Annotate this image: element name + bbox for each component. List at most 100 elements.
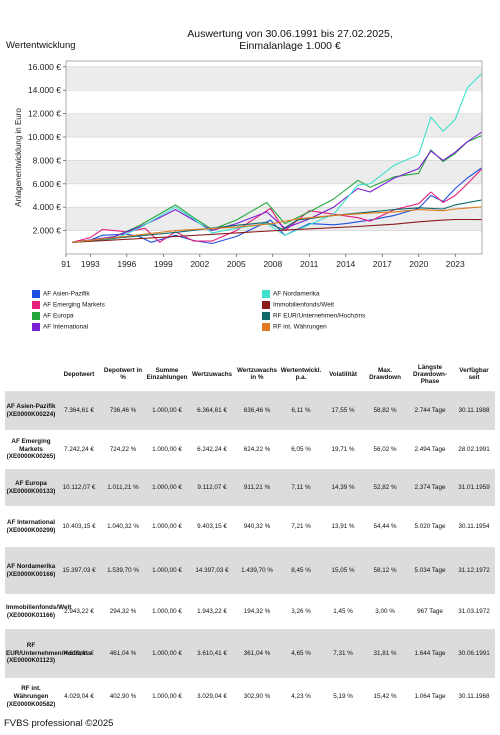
footer-copyright: FVBS professional ©2025 — [4, 718, 114, 729]
value-cell: 1.011,21 % — [101, 469, 145, 506]
value-cell: 1.040,32 % — [101, 505, 145, 548]
value-cell: 2.494 Tage — [407, 429, 453, 470]
value-cell: 5.034 Tage — [407, 547, 453, 594]
column-header: Verfügbar seit — [459, 367, 489, 381]
value-cell: 940,32 % — [235, 505, 279, 548]
value-cell: 31.01.1959 — [453, 469, 495, 506]
value-cell: 2.943,22 € — [57, 593, 101, 630]
value-cell: 1.000,00 € — [145, 391, 189, 430]
series-line-6 — [72, 218, 482, 243]
y-tick-label: 12.000 € — [28, 109, 61, 119]
grid-band — [66, 66, 482, 91]
value-cell: 1.644 Tage — [407, 629, 453, 678]
value-cell: 3.029,04 € — [189, 677, 235, 716]
legend-label: RF int. Währungen — [273, 323, 327, 331]
table-row: AF Emerging Markets (XE0000K00265) 7.242,… — [5, 429, 495, 470]
value-cell: 6,05 % — [279, 429, 323, 470]
legend-label: AF Emerging Markets — [43, 301, 105, 309]
y-axis-label: Anlagenentwicklung in Euro — [14, 108, 23, 207]
column-header: Volatilität — [329, 370, 357, 378]
value-cell: 52,82 % — [363, 469, 407, 506]
title-line-1: Auswertung von 30.06.1991 bis 27.02.2025… — [187, 28, 393, 40]
value-cell: 6.364,61 € — [189, 391, 235, 430]
value-cell: 17,55 % — [323, 391, 363, 430]
fund-name-cell: AF Nordamerika (XE0000K00166) — [5, 547, 57, 594]
table-row: RF EUR/Unternehmen/Hochzins (XE0000K0112… — [5, 629, 495, 678]
legend-label: AF Asien-Pazifik — [43, 290, 90, 298]
value-cell: 9.112,07 € — [189, 469, 235, 506]
value-cell: 361,04 % — [235, 629, 279, 678]
legend-item: AF Emerging Markets — [32, 301, 105, 310]
value-cell: 15.397,03 € — [57, 547, 101, 594]
fund-name-cell: AF International (XE0000K00299) — [5, 505, 57, 548]
value-cell: 7,11 % — [279, 469, 323, 506]
chart-title: Auswertung von 30.06.1991 bis 27.02.2025… — [160, 28, 420, 52]
table-row: AF Asien-Pazifik (XE0000K00224) 7.364,61 … — [5, 391, 495, 430]
column-header: Max. Drawdown — [369, 367, 401, 381]
value-cell: 9.403,15 € — [189, 505, 235, 548]
legend-swatch — [262, 323, 270, 331]
grid-band — [66, 113, 482, 138]
y-tick-label: 4.000 € — [33, 202, 62, 212]
series-line-5 — [72, 73, 482, 243]
value-cell: 6,11 % — [279, 391, 323, 430]
table-row: AF Nordamerika (XE0000K00166) 15.397,03 €… — [5, 547, 495, 594]
value-cell: 14.397,03 € — [189, 547, 235, 594]
value-cell: 58,82 % — [363, 391, 407, 430]
fund-name-cell: AF Europa (XE0000K00133) — [5, 469, 57, 506]
x-tick-label: 2017 — [373, 259, 392, 269]
x-tick-label: 2011 — [300, 259, 319, 269]
fund-name-cell: AF Asien-Pazifik (XE0000K00224) — [5, 391, 57, 430]
value-cell: 1.000,00 € — [145, 677, 189, 716]
performance-table: Depotwert Depotwert in % Summe Einzahlunge… — [5, 357, 495, 716]
legend-swatch — [32, 323, 40, 331]
value-cell: 30.11.1954 — [453, 505, 495, 548]
y-tick-label: 2.000 € — [33, 226, 62, 236]
legend-label: Immobilienfonds/Welt — [273, 301, 334, 309]
legend-item: AF Nordamerika — [262, 290, 320, 299]
value-cell: 2.744 Tage — [407, 391, 453, 430]
column-header: Depotwert in % — [103, 367, 143, 381]
x-tick-label: 2002 — [190, 259, 209, 269]
x-tick-label: 1993 — [81, 259, 100, 269]
y-tick-label: 8.000 € — [33, 155, 62, 165]
legend-swatch — [262, 312, 270, 320]
value-cell: 461,04 % — [101, 629, 145, 678]
legend-item: AF Asien-Pazifik — [32, 290, 90, 299]
column-header — [5, 357, 57, 392]
column-header: Längste Drawdown-Phase — [413, 363, 447, 385]
value-cell: 3,26 % — [279, 593, 323, 630]
value-cell: 402,90 % — [101, 677, 145, 716]
value-cell: 1.000,00 € — [145, 505, 189, 548]
value-cell: 5.020 Tage — [407, 505, 453, 548]
legend-item: RF EUR/Unternehmen/Hochzins — [262, 312, 365, 321]
value-cell: 624,22 % — [235, 429, 279, 470]
value-cell: 294,32 % — [101, 593, 145, 630]
y-tick-label: 16.000 € — [28, 62, 61, 72]
value-cell: 3.610,41 € — [189, 629, 235, 678]
value-cell: 194,32 % — [235, 593, 279, 630]
value-cell: 636,46 % — [235, 391, 279, 430]
fund-name-cell: RF EUR/Unternehmen/Hochzins (XE0000K0112… — [5, 629, 91, 678]
value-cell: 4,23 % — [279, 677, 323, 716]
column-header: Depotwert — [63, 370, 95, 378]
value-cell: 14,39 % — [323, 469, 363, 506]
x-tick-label: 2020 — [409, 259, 428, 269]
section-title: Wertentwicklung — [6, 40, 76, 51]
value-cell: 7,21 % — [279, 505, 323, 548]
value-cell: 1.439,70 % — [235, 547, 279, 594]
table-row: Immobilienfonds/Welt (XE0000K01166) 2.943… — [5, 593, 495, 630]
column-header: Wertzuwachs in % — [236, 367, 278, 381]
value-cell: 302,90 % — [235, 677, 279, 716]
legend-item: Immobilienfonds/Welt — [262, 301, 334, 310]
y-tick-label: 10.000 € — [28, 132, 61, 142]
value-cell: 30.06.1991 — [453, 629, 495, 678]
legend-item: AF International — [32, 323, 88, 332]
value-cell: 7,31 % — [323, 629, 363, 678]
value-cell: 30.11.1968 — [453, 677, 495, 716]
value-cell: 4.029,04 € — [57, 677, 101, 716]
value-cell: 967 Tage — [407, 593, 453, 630]
legend-swatch — [32, 312, 40, 320]
value-cell: 31.12.1972 — [453, 547, 495, 594]
value-cell: 1.539,70 % — [101, 547, 145, 594]
